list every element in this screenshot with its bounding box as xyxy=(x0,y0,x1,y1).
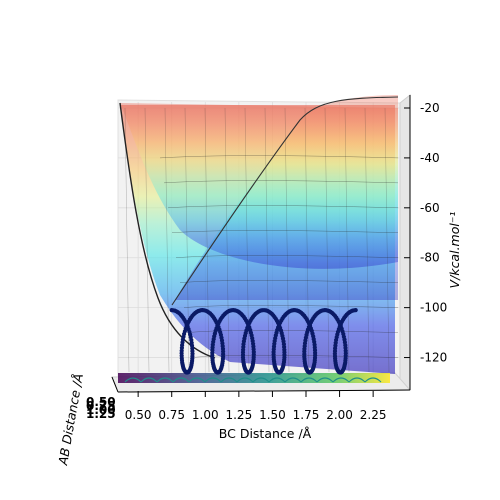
valley-wall-curve xyxy=(119,102,216,359)
x-tick: 2.00 xyxy=(326,391,353,422)
contour-arc xyxy=(220,377,238,383)
surface-contour-line xyxy=(171,230,399,233)
contour-arc xyxy=(284,377,302,383)
z-tick-label: -100 xyxy=(420,301,447,315)
contour-arc xyxy=(332,377,350,383)
contour-arc xyxy=(188,377,206,383)
contour-arc xyxy=(316,377,334,383)
contour-arc xyxy=(156,377,174,383)
y-tick-label: 0.75 xyxy=(86,399,116,413)
z-tick: -100 xyxy=(404,301,447,315)
y-tick-label: 0.50 xyxy=(86,395,116,409)
z-ticks: -20 -40 -60 -80 -100 -120 xyxy=(404,101,447,365)
z-tick: -40 xyxy=(404,151,440,165)
x-tick-label: 1.75 xyxy=(293,408,320,422)
valley-ridge-curve xyxy=(171,96,399,306)
z-tick-label: -120 xyxy=(420,351,447,365)
contour-arc xyxy=(348,377,366,383)
surface-contour-line xyxy=(159,155,399,159)
trajectory xyxy=(169,308,358,375)
contour-band xyxy=(118,373,390,383)
y-tick-label: 1.00 xyxy=(86,403,116,417)
surface-contour-line xyxy=(163,180,399,184)
z-tick-label: -40 xyxy=(420,151,440,165)
x-ticks: 0.50 0.75 1.00 1.25 1.50 1.75 2.00 2.25 xyxy=(125,391,387,422)
surface-contour-line xyxy=(175,255,399,258)
surface-mesh-line xyxy=(344,107,350,373)
surface-contour-line xyxy=(179,280,399,283)
contour-arc xyxy=(124,377,142,383)
trajectory-point xyxy=(353,308,358,313)
x-tick: 0.75 xyxy=(158,391,185,422)
z-tick: -20 xyxy=(404,101,440,115)
surface-mesh-line xyxy=(144,107,150,373)
surface-mesh-line xyxy=(284,107,290,373)
y-axis-label: AB Distance /Å xyxy=(55,372,86,467)
surface-mesh-line xyxy=(264,107,270,373)
x-tick-label: 1.25 xyxy=(225,408,252,422)
surface-contour-line xyxy=(191,355,399,358)
x-tick: 1.50 xyxy=(259,391,286,422)
z-tick-label: -60 xyxy=(420,201,440,215)
surface-contour-line xyxy=(167,205,399,209)
contour-arc xyxy=(300,377,318,383)
surface-mesh-line xyxy=(164,107,170,373)
x-tick: 1.75 xyxy=(293,391,320,422)
contour-arc xyxy=(236,377,254,383)
surface-contour-line xyxy=(183,305,399,308)
z-tick-label: -80 xyxy=(420,251,440,265)
y-ticks: 0.50 0.75 1.00 1.25 xyxy=(86,395,116,421)
x-tick: 2.25 xyxy=(360,391,387,422)
x-tick: 1.25 xyxy=(225,391,252,422)
contour-arc xyxy=(252,377,270,383)
z-tick: -80 xyxy=(404,251,440,265)
surface-mesh-line xyxy=(324,107,330,373)
x-tick-label: 0.75 xyxy=(158,408,185,422)
x-tick-label: 2.00 xyxy=(326,408,353,422)
surface-mesh-line xyxy=(224,107,230,373)
x-tick: 0.50 xyxy=(125,391,152,422)
x-axis-label: BC Distance /Å xyxy=(219,426,312,441)
x-tick-label: 0.50 xyxy=(125,408,152,422)
contour-arc xyxy=(204,377,222,383)
surface-slope xyxy=(175,95,398,300)
surface-mesh-line xyxy=(384,107,390,373)
z-axis-label: V/kcal.mol⁻¹ xyxy=(447,212,462,289)
x-axis-line xyxy=(117,389,411,393)
x-tick-label: 1.00 xyxy=(192,408,219,422)
contour-arc xyxy=(268,377,286,383)
surface-mesh-line xyxy=(124,107,130,373)
side-pane xyxy=(399,93,411,391)
contour-arc xyxy=(140,377,158,383)
y-tick-label: 1.25 xyxy=(86,407,116,421)
x-tick: 1.00 xyxy=(192,391,219,422)
z-tick: -60 xyxy=(404,201,440,215)
contour-arc xyxy=(172,377,190,383)
z-tick-label: -20 xyxy=(420,101,440,115)
contour-projection xyxy=(118,373,390,383)
x-tick-label: 2.25 xyxy=(360,408,387,422)
surface-mesh xyxy=(124,107,399,373)
y-axis-line xyxy=(111,376,119,393)
contour-arc xyxy=(364,377,382,383)
x-tick-label: 1.50 xyxy=(259,408,286,422)
surface-mesh-line xyxy=(204,107,210,373)
surface-mesh-line xyxy=(364,107,370,373)
z-tick: -120 xyxy=(404,351,447,365)
